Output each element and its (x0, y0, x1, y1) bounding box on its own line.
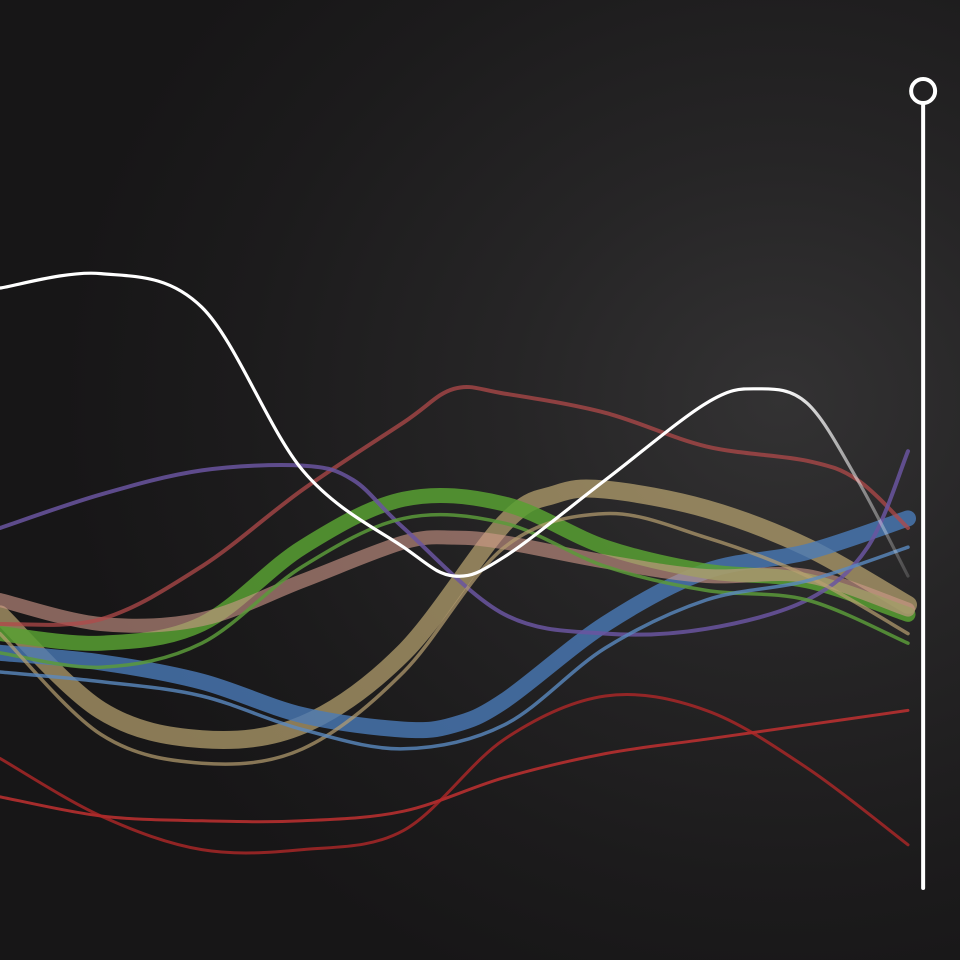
series-line-6 (0, 479, 917, 749)
series-line-5 (0, 530, 915, 633)
series-line-1 (0, 384, 910, 627)
series-line-4 (0, 512, 910, 670)
cursor-handle[interactable] (909, 77, 938, 105)
series-line-0 (0, 271, 910, 578)
cursor[interactable] (909, 77, 938, 890)
series-lines (0, 271, 917, 855)
series-line-7 (0, 511, 910, 766)
gridlines (0, 142, 908, 780)
series-line-11 (0, 693, 910, 855)
series-line-8 (0, 510, 916, 739)
series-line-10 (0, 708, 910, 824)
series-line-9 (0, 545, 910, 751)
